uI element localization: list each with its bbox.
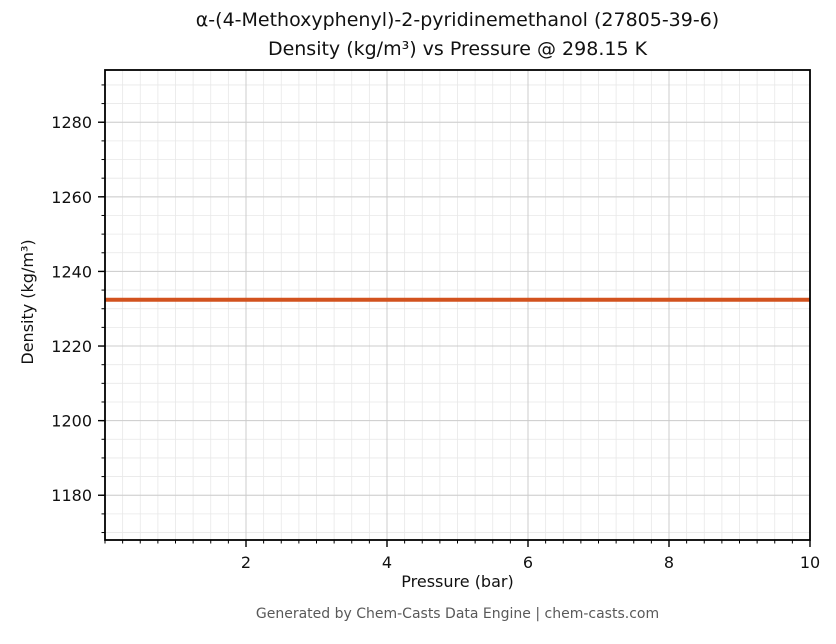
x-tick-label: 2 bbox=[241, 553, 251, 572]
footer-text: Generated by Chem-Casts Data Engine | ch… bbox=[255, 606, 660, 622]
x-tick-label: 10 bbox=[800, 553, 820, 572]
y-tick-label: 1200 bbox=[51, 412, 92, 431]
x-axis-label: Pressure (bar) bbox=[401, 572, 514, 591]
y-tick-label: 1180 bbox=[51, 486, 92, 505]
y-tick-label: 1220 bbox=[51, 337, 92, 356]
y-tick-label: 1240 bbox=[51, 262, 92, 281]
y-axis-label: Density (kg/m³) bbox=[18, 239, 37, 365]
x-tick-label: 4 bbox=[382, 553, 392, 572]
x-tick-label: 6 bbox=[523, 553, 533, 572]
chart-title-line1: α-(4-Methoxyphenyl)-2-pyridinemethanol (… bbox=[195, 9, 720, 31]
x-tick-label: 8 bbox=[664, 553, 674, 572]
y-tick-label: 1260 bbox=[51, 188, 92, 207]
chart-title: α-(4-Methoxyphenyl)-2-pyridinemethanol (… bbox=[105, 6, 810, 64]
chart-title-line2: Density (kg/m³) vs Pressure @ 298.15 K bbox=[267, 38, 648, 60]
y-tick-label: 1280 bbox=[51, 113, 92, 132]
plot-border bbox=[104, 69, 811, 541]
